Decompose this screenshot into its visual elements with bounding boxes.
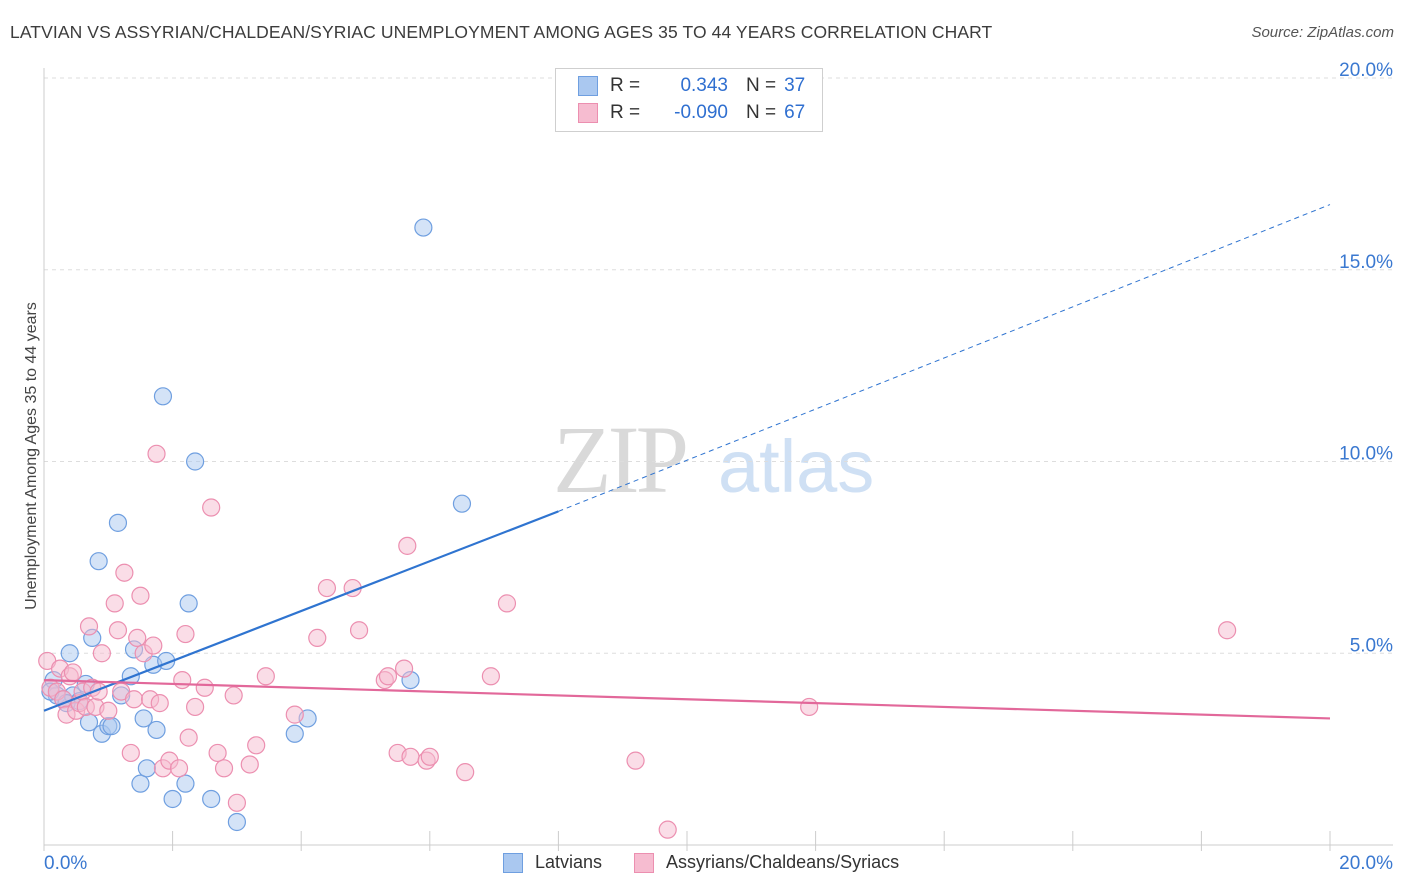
assyrian-point bbox=[308, 628, 327, 648]
assyrian-point bbox=[247, 736, 266, 755]
assyrian-point bbox=[144, 636, 163, 655]
latvian-point bbox=[163, 789, 182, 809]
correlation-legend: R = 0.343 N = 37 R = -0.090 N = 67 bbox=[555, 68, 823, 132]
assyrian-point bbox=[195, 678, 214, 697]
watermark-atlas: atlas bbox=[718, 425, 874, 508]
latvian-point bbox=[137, 759, 156, 778]
y-tick-label: 15.0% bbox=[1339, 252, 1393, 273]
chart-title: LATVIAN VS ASSYRIAN/CHALDEAN/SYRIAC UNEM… bbox=[10, 22, 993, 42]
r-value: 0.343 bbox=[680, 75, 728, 96]
assyrian-point bbox=[108, 621, 128, 640]
assyrian-point bbox=[349, 621, 369, 640]
assyrian-point bbox=[420, 747, 439, 766]
assyrian-point bbox=[79, 617, 99, 636]
assyrian-point bbox=[92, 644, 111, 663]
n-label: N = bbox=[746, 102, 777, 123]
n-value: 37 bbox=[784, 75, 806, 96]
assyrian-point bbox=[240, 755, 259, 774]
legend-item-latvians: Latvians bbox=[503, 852, 602, 873]
assyrian-point bbox=[256, 667, 275, 686]
latvian-point bbox=[131, 774, 150, 793]
assyrians-swatch bbox=[578, 103, 598, 123]
latvian-point bbox=[176, 774, 195, 793]
assyrian-point bbox=[456, 763, 475, 782]
latvians-swatch bbox=[578, 76, 598, 96]
n-value: 67 bbox=[784, 102, 806, 123]
assyrian-trend-line bbox=[43, 678, 1331, 720]
assyrian-point bbox=[378, 667, 398, 686]
latvian-point bbox=[414, 218, 433, 237]
assyrian-point bbox=[105, 594, 124, 613]
y-tick-label: 5.0% bbox=[1350, 635, 1393, 656]
assyrian-point bbox=[497, 594, 517, 613]
assyrian-point bbox=[285, 705, 304, 724]
assyrian-point bbox=[128, 628, 147, 648]
assyrian-point bbox=[150, 694, 169, 713]
assyrian-point bbox=[224, 686, 243, 705]
assyrian-point bbox=[481, 667, 500, 686]
latvian-point bbox=[153, 387, 173, 406]
y-tick-label: 20.0% bbox=[1339, 60, 1393, 81]
latvian-point bbox=[108, 513, 128, 532]
assyrian-point bbox=[169, 759, 189, 778]
assyrian-point bbox=[394, 659, 414, 678]
latvian-point bbox=[102, 717, 121, 736]
assyrian-point bbox=[63, 663, 83, 682]
r-label: R = bbox=[610, 102, 641, 123]
assyrian-point bbox=[658, 820, 677, 839]
assyrian-point bbox=[179, 728, 198, 747]
n-label: N = bbox=[746, 75, 777, 96]
assyrian-point bbox=[186, 697, 205, 717]
assyrian-point bbox=[800, 697, 819, 717]
assyrian-point bbox=[147, 444, 166, 463]
source-label: Source: ZipAtlas.com bbox=[1251, 24, 1394, 41]
legend-item-assyrians: Assyrians/Chaldeans/Syriacs bbox=[634, 852, 899, 873]
latvian-point bbox=[227, 812, 246, 832]
assyrian-point bbox=[214, 759, 234, 778]
assyrian-point bbox=[317, 578, 337, 598]
assyrian-point bbox=[131, 586, 150, 605]
legend-label-assyrians: Assyrians/Chaldeans/Syriacs bbox=[666, 852, 900, 872]
y-tick-label: 10.0% bbox=[1339, 444, 1393, 465]
latvian-point bbox=[60, 644, 79, 663]
assyrian-point bbox=[124, 690, 144, 709]
legend-row-latvians: R = 0.343 N = 37 bbox=[578, 73, 805, 99]
assyrian-point bbox=[626, 751, 645, 770]
latvian-point bbox=[452, 494, 472, 513]
assyrian-point bbox=[202, 498, 221, 517]
r-value: -0.090 bbox=[674, 102, 728, 123]
latvian-point bbox=[147, 720, 166, 740]
latvian-point bbox=[179, 594, 198, 613]
latvian-point bbox=[285, 724, 304, 743]
x-tick-label: 20.0% bbox=[1339, 853, 1393, 874]
assyrian-point bbox=[208, 743, 227, 763]
assyrian-point bbox=[173, 670, 192, 690]
latvian-point bbox=[186, 452, 205, 471]
assyrian-point bbox=[398, 536, 417, 555]
assyrian-point bbox=[401, 747, 420, 766]
assyrian-point bbox=[99, 701, 118, 720]
series-legend: Latvians Assyrians/Chaldeans/Syriacs bbox=[503, 852, 931, 873]
assyrians-legend-swatch bbox=[634, 852, 655, 873]
legend-label-latvians: Latvians bbox=[535, 852, 603, 872]
latvians-legend-swatch bbox=[503, 852, 523, 873]
latvian-point bbox=[134, 709, 153, 728]
assyrian-point bbox=[1218, 621, 1237, 640]
legend-row-assyrians: R = -0.090 N = 67 bbox=[578, 100, 805, 126]
assyrian-point bbox=[176, 624, 195, 644]
y-axis-label: Unemployment Among Ages 35 to 44 years bbox=[23, 302, 40, 610]
x-tick-label: 0.0% bbox=[44, 853, 87, 874]
r-label: R = bbox=[610, 75, 641, 96]
assyrian-point bbox=[121, 743, 140, 763]
latvian-trend-line bbox=[43, 510, 559, 712]
latvian-point bbox=[202, 789, 221, 809]
watermark-zip: ZIP bbox=[553, 406, 686, 513]
assyrian-point bbox=[115, 563, 134, 582]
latvian-trend-line-extension bbox=[558, 204, 1331, 512]
assyrian-point bbox=[227, 793, 246, 812]
latvian-point bbox=[89, 552, 108, 571]
